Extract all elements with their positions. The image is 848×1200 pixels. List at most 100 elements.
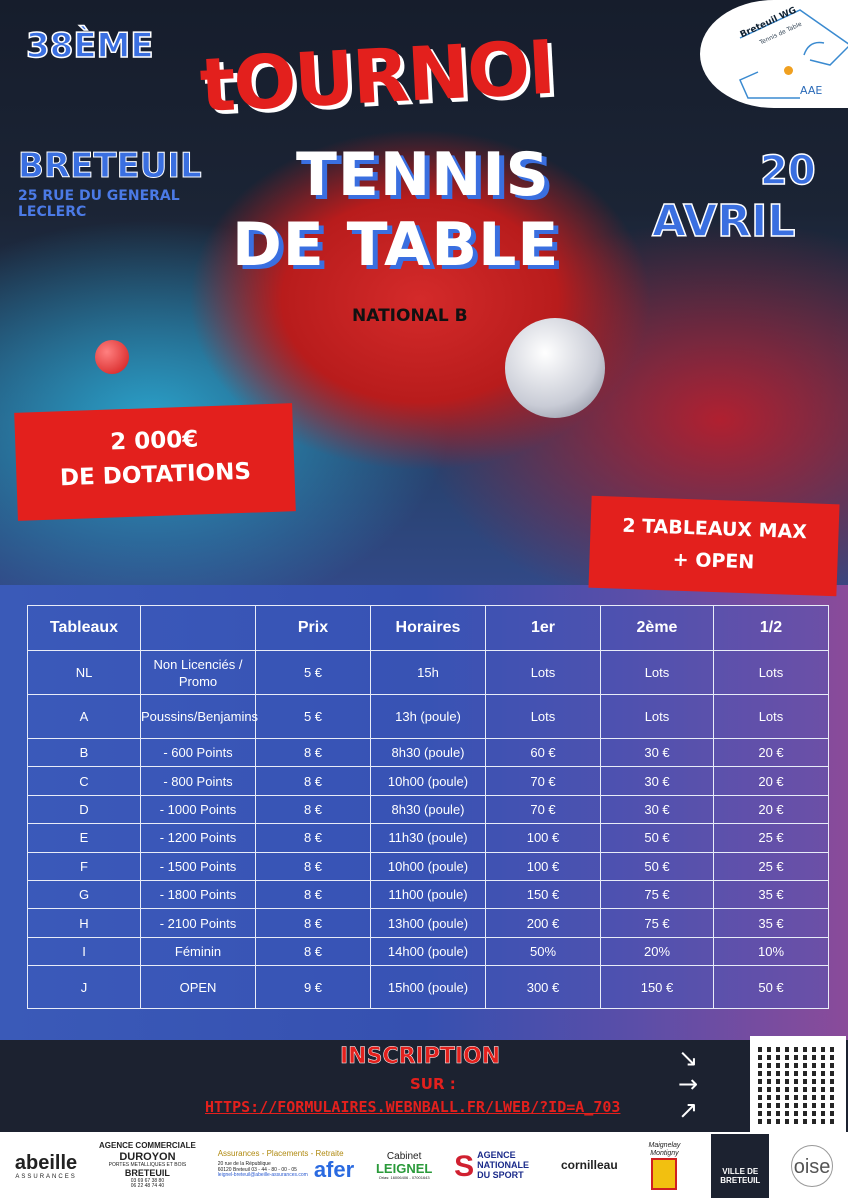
registration-link[interactable]: HTTPS://FORMULAIRES.WEBNBALL.FR/LWEB/?ID… <box>205 1098 621 1116</box>
column-header: 1er <box>485 605 601 651</box>
table-cell: - 600 Points <box>140 737 256 768</box>
leignel-l1: Cabinet <box>386 1151 422 1163</box>
table-cell: 30 € <box>600 794 714 825</box>
max-tables-line2: + OPEN <box>672 548 755 574</box>
table-cell: Lots <box>485 694 601 739</box>
afer-l1: Assurances - Placements - Retraite <box>217 1148 344 1158</box>
table-cell: J <box>27 965 141 1010</box>
table-cell: 75 € <box>600 908 714 938</box>
column-header: 2ème <box>600 605 714 651</box>
table-row: E- 1200 Points 8 €11h30 (poule) 100 €50 €2… <box>27 823 829 853</box>
table-cell: 75 € <box>600 879 714 910</box>
table-row: G- 1800 Points 8 €11h00 (poule) 150 €75 €3… <box>27 879 829 910</box>
table-cell: Lots <box>713 694 829 739</box>
table-cell: 10h00 (poule) <box>370 766 486 796</box>
table-cell: 300 € <box>485 965 601 1010</box>
duroyon-l3: PORTES METALLIQUES ET BOIS <box>108 1162 187 1169</box>
table-cell: 8 € <box>255 823 371 853</box>
column-header: 1/2 <box>713 605 829 651</box>
sponsor-duroyon: AGENCE COMMERCIALE DUROYON PORTES METALL… <box>99 1142 196 1189</box>
table-cell: 8h30 (poule) <box>370 737 486 768</box>
table-header: Tableaux Prix Horaires 1er 2ème 1/2 <box>27 605 829 651</box>
registration-sur: SUR : <box>410 1075 456 1093</box>
sponsor-abeille: abeille ASSURANCES <box>15 1152 77 1181</box>
table-cell: D <box>27 794 141 825</box>
table-cell: I <box>27 936 141 967</box>
level-label: NATIONAL B <box>352 306 468 326</box>
table-cell: 50% <box>485 936 601 967</box>
table-cell: H <box>27 908 141 938</box>
table-row: F- 1500 Points 8 €10h00 (poule) 100 €50 €2… <box>27 851 829 881</box>
table-cell: 60 € <box>485 737 601 768</box>
table-cell: 35 € <box>713 879 829 910</box>
table-cell: 9 € <box>255 965 371 1010</box>
table-row: C- 800 Points 8 €10h00 (poule) 70 €30 €20 … <box>27 766 829 796</box>
table-cell: 25 € <box>713 823 829 853</box>
table-row: B- 600 Points 8 €8h30 (poule) 60 €30 €20 € <box>27 737 829 768</box>
coat-of-arms-icon <box>651 1157 678 1190</box>
table-cell: 50 € <box>713 965 829 1010</box>
table-cell: 13h (poule) <box>370 694 486 739</box>
table-cell: 20% <box>600 936 714 967</box>
afer-l3: 60120 Breteuil 03 - 44 - 80 - 00 - 05 <box>217 1166 297 1173</box>
afer-l4: leignel-breteuil@abeille-assurances.com <box>217 1172 308 1179</box>
table-cell: - 1000 Points <box>140 794 256 825</box>
column-header: Tableaux <box>27 605 141 651</box>
table-cell: 50 € <box>600 851 714 881</box>
table-cell: 8h30 (poule) <box>370 794 486 825</box>
table-cell: 14h00 (poule) <box>370 936 486 967</box>
table-cell: 30 € <box>600 766 714 796</box>
table-cell: 150 € <box>485 879 601 910</box>
table-cell: 13h00 (poule) <box>370 908 486 938</box>
table-cell: 15h00 (poule) <box>370 965 486 1010</box>
table-cell: 10% <box>713 936 829 967</box>
table-cell: 70 € <box>485 766 601 796</box>
table-cell: - 1500 Points <box>140 851 256 881</box>
date-month: AVRIL <box>651 195 796 248</box>
registration-title: INSCRIPTION <box>340 1044 501 1070</box>
table-cell: 20 € <box>713 737 829 768</box>
table-cell: 8 € <box>255 794 371 825</box>
sponsors-bar: abeille ASSURANCES AGENCE COMMERCIALE DUR… <box>0 1132 848 1200</box>
table-cell: 5 € <box>255 650 371 695</box>
ans-logo-icon: S <box>454 1149 475 1183</box>
tournament-table: Tableaux Prix Horaires 1er 2ème 1/2 NL Non Lic… <box>27 605 829 1010</box>
table-cell: C <box>27 766 141 796</box>
duroyon-l2: DUROYON <box>119 1151 176 1164</box>
table-cell: 30 € <box>600 737 714 768</box>
prize-banner: 2 000€ DE DOTATIONS <box>14 403 296 521</box>
table-cell: 8 € <box>255 936 371 967</box>
duroyon-l5: 03 69 67 38 80 <box>130 1177 165 1184</box>
leignel-l2: LEIGNEL <box>375 1161 433 1177</box>
table-cell: 25 € <box>713 851 829 881</box>
table-cell: 20 € <box>713 794 829 825</box>
table-cell: G <box>27 879 141 910</box>
arrow-icons: ↘ → ↗ <box>678 1044 699 1124</box>
table-cell: 10h00 (poule) <box>370 851 486 881</box>
table-cell: Poussins/Benjamins <box>140 694 258 739</box>
sponsor-cornilleau: cornilleau <box>560 1158 618 1173</box>
white-ball-image <box>505 318 605 418</box>
table-cell: 11h30 (poule) <box>370 823 486 853</box>
table-cell: OPEN <box>140 965 256 1010</box>
table-cell: 35 € <box>713 908 829 938</box>
club-logo: Breteuil WG Tennis de Table AAE <box>700 0 848 108</box>
table-cell: 100 € <box>485 823 601 853</box>
max-tables-line1: 2 TABLEAUX MAX <box>621 514 808 544</box>
table-cell: Lots <box>600 650 714 695</box>
address: 25 RUE DU GENERAL LECLERC <box>18 188 180 220</box>
table-cell: Lots <box>485 650 601 695</box>
table-cell: - 2100 Points <box>140 908 256 938</box>
table-cell: Féminin <box>140 936 256 967</box>
table-cell: B <box>27 737 141 768</box>
table-cell: NL <box>27 650 141 695</box>
table-cell: Lots <box>600 694 714 739</box>
title-line1: TENNIS <box>296 140 550 210</box>
table-cell: 8 € <box>255 879 371 910</box>
table-cell: Lots <box>713 650 829 695</box>
prize-label: DE DOTATIONS <box>59 458 252 492</box>
table-row: I Féminin 8 €14h00 (poule) 50% 20% 10% <box>27 936 829 967</box>
table-cell: - 800 Points <box>140 766 256 796</box>
table-cell: 70 € <box>485 794 601 825</box>
qr-code[interactable] <box>750 1036 846 1132</box>
